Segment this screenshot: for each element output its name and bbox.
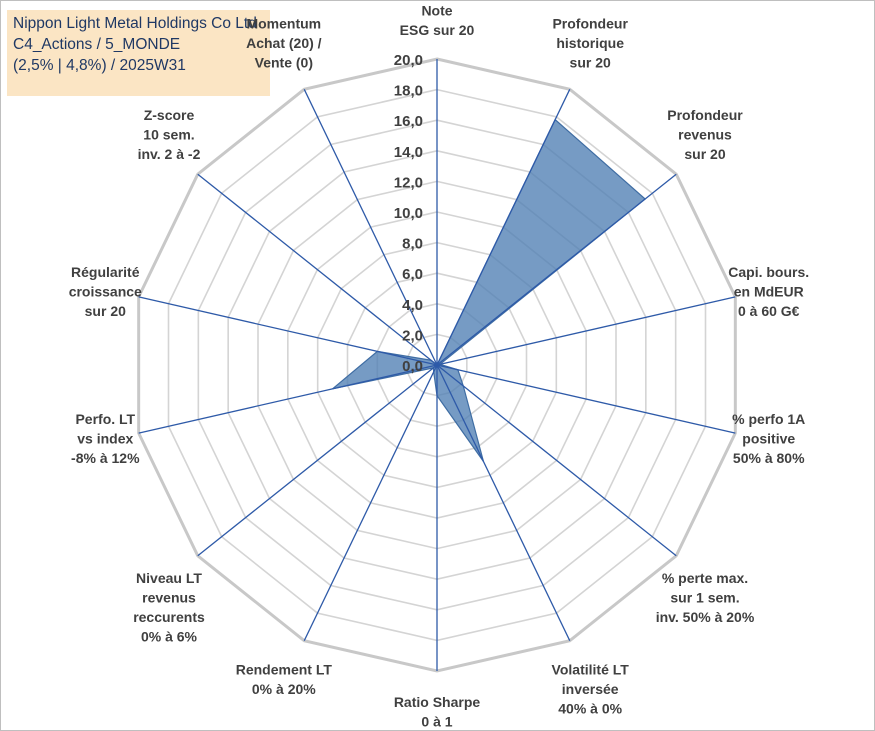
- axis-category-label: Volatilité LT: [552, 661, 630, 677]
- chart-title: Nippon Light Metal Holdings Co Ltd: [13, 15, 257, 32]
- axis-category-label: sur 20: [684, 146, 725, 162]
- axis-category-label: historique: [556, 35, 624, 51]
- axis-spoke: [436, 364, 571, 641]
- radar-category-labels: Note ESG sur 20 Profondeur historique sur 20…: [69, 3, 809, 730]
- axis-category-label: croissance: [69, 284, 142, 300]
- axis-spoke: [436, 89, 571, 366]
- axis-category-label: Profondeur: [552, 16, 628, 32]
- axis-category-label: positive: [742, 430, 795, 446]
- chart-title-box: Nippon Light Metal Holdings Co Ltd C4_Ac…: [7, 10, 270, 96]
- axis-category-label: inversée: [562, 681, 619, 697]
- axis-category-label: en MdEUR: [734, 284, 804, 300]
- axis-spoke: [436, 296, 736, 366]
- axis-category-label: revenus: [678, 127, 732, 143]
- axis-category-label: inv. 50% à 20%: [656, 609, 755, 625]
- axis-tick-label: 12,0: [394, 174, 423, 191]
- axis-spoke: [303, 89, 438, 366]
- axis-category-label: Momentum: [246, 16, 321, 32]
- axis-tick-label: 6,0: [402, 266, 423, 283]
- axis-category-label: 0 à 60 G€: [738, 303, 800, 319]
- axis-tick-label: 4,0: [402, 297, 423, 314]
- axis-category-label: Rendement LT: [236, 661, 333, 677]
- axis-spoke: [138, 364, 438, 434]
- axis-category-label: Note: [421, 3, 452, 19]
- axis-category-label: Ratio Sharpe: [394, 694, 481, 710]
- axis-tick-label: 2,0: [402, 327, 423, 344]
- chart-subtitle-line-1: C4_Actions / 5_MONDE: [13, 36, 181, 53]
- axis-category-label: vs index: [77, 430, 133, 446]
- axis-category-label: Profondeur: [667, 107, 743, 123]
- axis-tick-label: 10,0: [394, 205, 423, 222]
- axis-tick-label: 16,0: [394, 113, 423, 130]
- axis-category-label: % perte max.: [662, 570, 748, 586]
- axis-spoke: [303, 364, 438, 641]
- axis-category-label: inv. 2 à -2: [138, 146, 201, 162]
- axis-spoke: [436, 173, 677, 366]
- axis-category-label: -8% à 12%: [71, 450, 140, 466]
- axis-category-label: 40% à 0%: [558, 700, 622, 716]
- axis-category-label: 10 sem.: [143, 127, 194, 143]
- axis-category-label: Niveau LT: [136, 570, 202, 586]
- axis-category-label: revenus: [142, 589, 196, 605]
- axis-tick-label: 8,0: [402, 236, 423, 253]
- axis-category-label: 50% à 80%: [733, 450, 805, 466]
- axis-category-label: sur 20: [85, 303, 126, 319]
- axis-category-label: reccurents: [133, 609, 205, 625]
- axis-tick-label: 20,0: [394, 52, 423, 69]
- axis-category-label: 0% à 6%: [141, 628, 198, 644]
- axis-spoke: [197, 173, 438, 366]
- radar-tick-labels: 0,0 2,0 4,0 6,0 8,0 10,0 12,0 14,0 16,0 18,0 20,0: [394, 52, 423, 375]
- axis-tick-label: 0,0: [402, 358, 423, 375]
- axis-category-label: sur 20: [570, 55, 611, 71]
- axis-category-label: ESG sur 20: [400, 22, 475, 38]
- axis-category-label: Achat (20) /: [246, 35, 322, 51]
- axis-spoke: [436, 364, 736, 434]
- axis-tick-label: 14,0: [394, 144, 423, 161]
- axis-category-label: 0 à 1: [421, 714, 452, 730]
- axis-category-label: Z-score: [144, 107, 195, 123]
- axis-category-label: Vente (0): [255, 55, 313, 71]
- axis-category-label: sur 1 sem.: [670, 589, 739, 605]
- axis-category-label: Régularité: [71, 264, 140, 280]
- axis-tick-label: 18,0: [394, 83, 423, 100]
- axis-spoke: [197, 364, 438, 557]
- axis-category-label: % perfo 1A: [732, 411, 805, 427]
- chart-subtitle-line-2: (2,5% | 4,8%) / 2025W31: [13, 57, 186, 74]
- axis-category-label: Perfo. LT: [75, 411, 135, 427]
- axis-category-label: 0% à 20%: [252, 681, 316, 697]
- axis-category-label: Capi. bours.: [728, 264, 809, 280]
- axis-spoke: [138, 296, 438, 366]
- radar-spokes: [138, 59, 736, 671]
- axis-spoke: [436, 364, 677, 557]
